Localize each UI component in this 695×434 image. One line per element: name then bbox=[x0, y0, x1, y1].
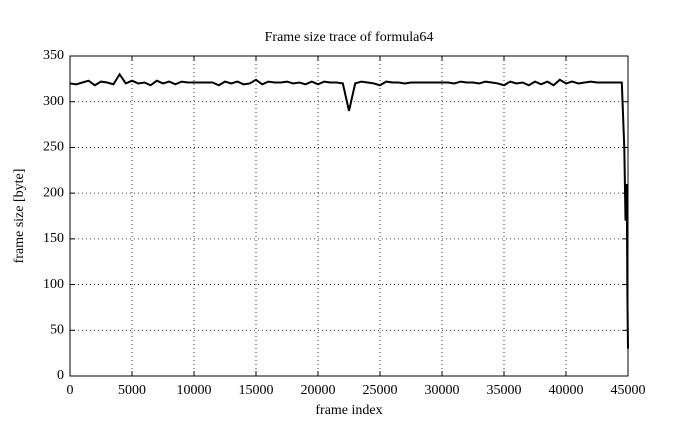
plot-frame bbox=[69, 55, 629, 377]
y-tick-label: 100 bbox=[43, 277, 64, 292]
x-tick-label: 25000 bbox=[363, 383, 398, 398]
y-tick-label: 350 bbox=[43, 48, 64, 63]
x-tick-label: 30000 bbox=[425, 383, 460, 398]
y-tick-label: 250 bbox=[43, 140, 64, 155]
x-tick-label: 20000 bbox=[301, 383, 336, 398]
y-tick-label: 150 bbox=[43, 231, 64, 246]
y-tick-label: 50 bbox=[50, 323, 64, 338]
x-tick-label: 15000 bbox=[239, 383, 274, 398]
y-tick-label: 300 bbox=[43, 94, 64, 109]
x-tick-label: 45000 bbox=[611, 383, 646, 398]
x-tick-label: 35000 bbox=[487, 383, 522, 398]
x-tick-label: 5000 bbox=[118, 383, 146, 398]
chart-title: Frame size trace of formula64 bbox=[265, 30, 434, 45]
x-tick-label: 10000 bbox=[177, 383, 212, 398]
y-tick-label: 200 bbox=[43, 185, 64, 200]
y-axis-label: frame size [byte] bbox=[12, 169, 27, 264]
series-line bbox=[69, 72, 629, 349]
x-tick-label: 0 bbox=[67, 383, 74, 398]
y-tick-label: 0 bbox=[57, 368, 64, 383]
x-axis-label: frame index bbox=[315, 403, 382, 418]
x-tick-label: 40000 bbox=[549, 383, 584, 398]
